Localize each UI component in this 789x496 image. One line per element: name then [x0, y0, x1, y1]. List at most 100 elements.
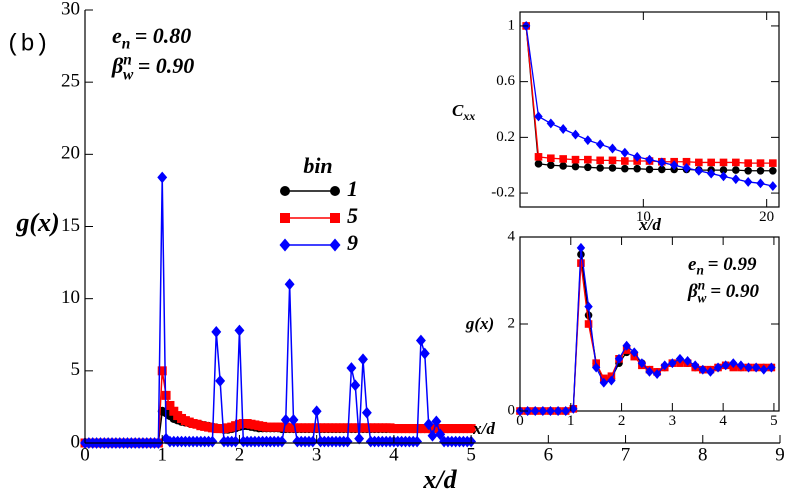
marker: [706, 366, 715, 377]
marker: [706, 168, 716, 179]
y-tick-label: 10: [61, 287, 80, 308]
y-tick-label: 2: [508, 315, 516, 331]
marker: [596, 164, 604, 172]
marker: [719, 158, 728, 167]
marker: [769, 166, 777, 175]
marker: [435, 428, 446, 441]
marker: [276, 435, 287, 448]
marker: [743, 176, 753, 187]
marker: [330, 186, 340, 196]
marker: [744, 362, 753, 373]
x-tick-label: 5: [466, 445, 476, 466]
marker: [660, 360, 669, 371]
series-line: [85, 177, 472, 444]
marker: [694, 165, 704, 176]
marker: [744, 159, 752, 167]
x-tick-label: 10: [636, 209, 651, 225]
marker: [330, 213, 340, 223]
marker: [466, 424, 476, 434]
marker: [538, 406, 548, 416]
x-tick-label: 7: [621, 445, 631, 466]
value: = 0.90: [138, 53, 195, 78]
marker: [608, 164, 617, 172]
marker: [599, 377, 608, 388]
marker: [571, 162, 580, 171]
legend-label: 1: [347, 176, 358, 201]
marker: [607, 375, 616, 386]
y-tick-label: 4: [508, 228, 516, 244]
marker: [547, 161, 555, 170]
marker: [630, 347, 639, 358]
marker: [620, 147, 630, 158]
y-tick-label: 0: [71, 431, 81, 452]
marker: [412, 435, 423, 448]
marker: [595, 139, 605, 150]
marker: [288, 414, 299, 426]
y-tick-label: 0.6: [496, 73, 515, 89]
marker: [756, 178, 765, 189]
marker: [608, 143, 617, 154]
marker: [571, 129, 580, 140]
subscript: xx: [462, 109, 475, 123]
marker: [311, 405, 322, 418]
marker: [280, 213, 290, 223]
x-tick-label: 20: [759, 209, 774, 225]
marker: [652, 369, 662, 379]
marker: [427, 429, 438, 442]
y-tick-label: 25: [61, 71, 80, 92]
marker: [719, 166, 728, 174]
marker: [707, 158, 715, 167]
marker: [211, 326, 222, 338]
x-tick-label: 1: [567, 413, 575, 429]
marker: [584, 320, 593, 328]
subscript: n: [122, 35, 131, 52]
panel-label: (b): [6, 31, 49, 58]
y-tick-label: -0.2: [491, 185, 515, 201]
marker: [669, 160, 679, 171]
marker: [354, 432, 365, 445]
annotation: en = 0.80: [112, 23, 191, 52]
marker: [621, 164, 629, 173]
symbol: C: [452, 101, 464, 120]
marker: [329, 238, 341, 252]
marker: [571, 155, 580, 164]
marker: [534, 160, 543, 168]
marker: [584, 155, 592, 164]
subscript: w: [698, 291, 707, 306]
marker: [576, 242, 586, 253]
x-tick-label: 0: [516, 413, 524, 429]
marker: [561, 406, 570, 416]
marker: [591, 362, 601, 373]
x-tick-label: 4: [389, 445, 399, 466]
marker: [645, 154, 654, 165]
marker: [157, 171, 168, 184]
annotation: βn w = 0.90: [687, 277, 760, 305]
marker: [719, 171, 728, 182]
marker: [682, 163, 691, 173]
marker: [584, 311, 593, 320]
marker: [698, 364, 708, 375]
marker: [584, 163, 592, 172]
x-tick-label: 3: [669, 413, 677, 429]
marker: [682, 157, 691, 166]
marker: [207, 435, 218, 448]
marker: [736, 360, 746, 371]
annotation: en = 0.99: [688, 254, 757, 277]
marker: [637, 358, 647, 369]
marker: [157, 366, 167, 376]
marker: [756, 166, 765, 175]
y-tick-label: 30: [61, 0, 80, 19]
marker: [415, 334, 426, 347]
value: = 0.80: [135, 23, 192, 48]
marker: [553, 406, 563, 416]
marker: [759, 364, 768, 375]
marker: [658, 165, 666, 174]
marker: [280, 186, 290, 196]
marker: [751, 362, 761, 373]
marker: [534, 153, 543, 161]
superscript: n: [123, 51, 132, 68]
marker: [531, 406, 540, 416]
marker: [621, 157, 629, 165]
y-tick-label: 5: [71, 359, 81, 380]
marker: [165, 400, 175, 410]
